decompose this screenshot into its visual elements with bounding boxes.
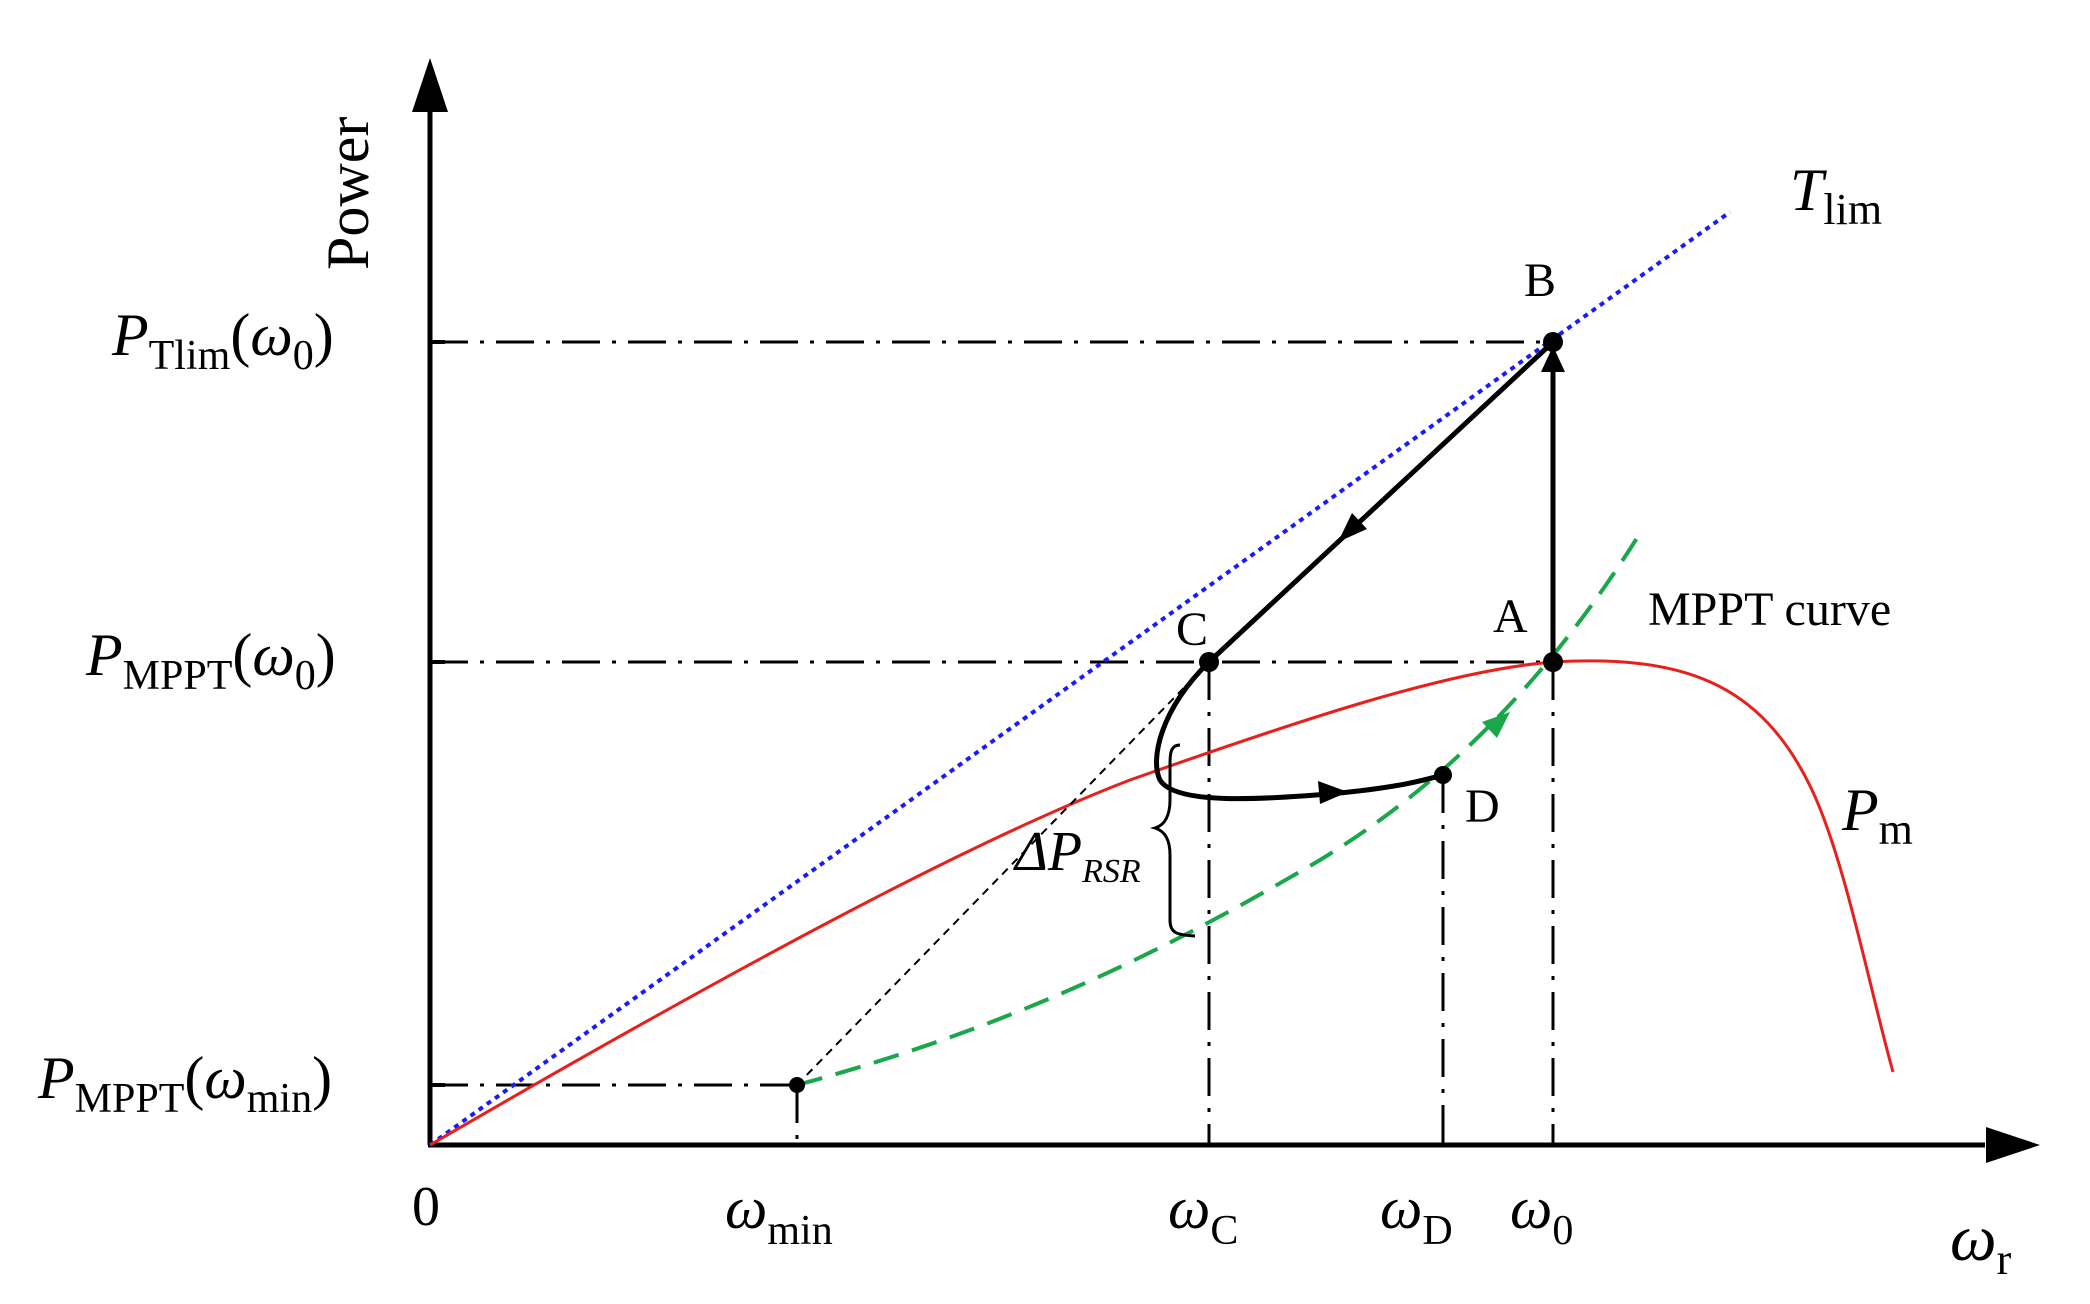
y-tick-ptlim-omega0: PTlim(ω0)	[111, 302, 334, 379]
point-a-label: A	[1493, 590, 1528, 643]
y-axis-title: Power	[315, 117, 381, 270]
x-tick-omega-d: ωD	[1380, 1175, 1453, 1254]
trajectory-b-to-c	[1207, 340, 1555, 664]
delta-rsr-brace	[1149, 743, 1196, 938]
point-c-label: C	[1176, 603, 1208, 656]
point-omegamin-marker	[789, 1077, 805, 1093]
tlim-label: Tlim	[1790, 157, 1882, 234]
arrowhead-down-left-icon	[1338, 513, 1367, 542]
pm-curve	[429, 659, 1895, 1147]
y-tick-pmppt-omegamin: PMPPT(ωmin)	[37, 1045, 332, 1122]
x-tick-omega-c: ωC	[1168, 1175, 1238, 1254]
y-axis-arrowhead	[412, 58, 448, 112]
point-d-label: D	[1465, 780, 1500, 833]
trajectory-c-to-d	[1154, 660, 1444, 802]
pm-label: Pm	[1841, 777, 1913, 854]
point-b-label: B	[1524, 254, 1556, 307]
y-tick-pmppt-omega0: PMPPT(ω0)	[85, 622, 336, 699]
tlim-line	[428, 210, 1732, 1147]
x-axis-title: ωr	[1950, 1202, 2012, 1284]
arrowhead-mppt-icon	[1482, 712, 1510, 738]
point-d-marker	[1434, 766, 1452, 784]
delta-rsr-label: ΔPRSR	[1013, 821, 1141, 890]
point-a-marker	[1543, 652, 1563, 672]
rsr-reference-line	[796, 661, 1210, 1086]
origin-label: 0	[412, 1176, 440, 1238]
point-c-marker	[1199, 652, 1219, 672]
x-axis-arrowhead	[1986, 1127, 2040, 1163]
x-tick-omega-0: ω0	[1510, 1175, 1573, 1254]
arrowhead-right-icon	[1318, 781, 1348, 804]
mppt-curve-label: MPPT curve	[1648, 583, 1891, 636]
arrowhead-up-icon	[1541, 346, 1565, 372]
x-tick-omega-min: ωmin	[725, 1175, 833, 1254]
point-b-marker	[1543, 332, 1563, 352]
